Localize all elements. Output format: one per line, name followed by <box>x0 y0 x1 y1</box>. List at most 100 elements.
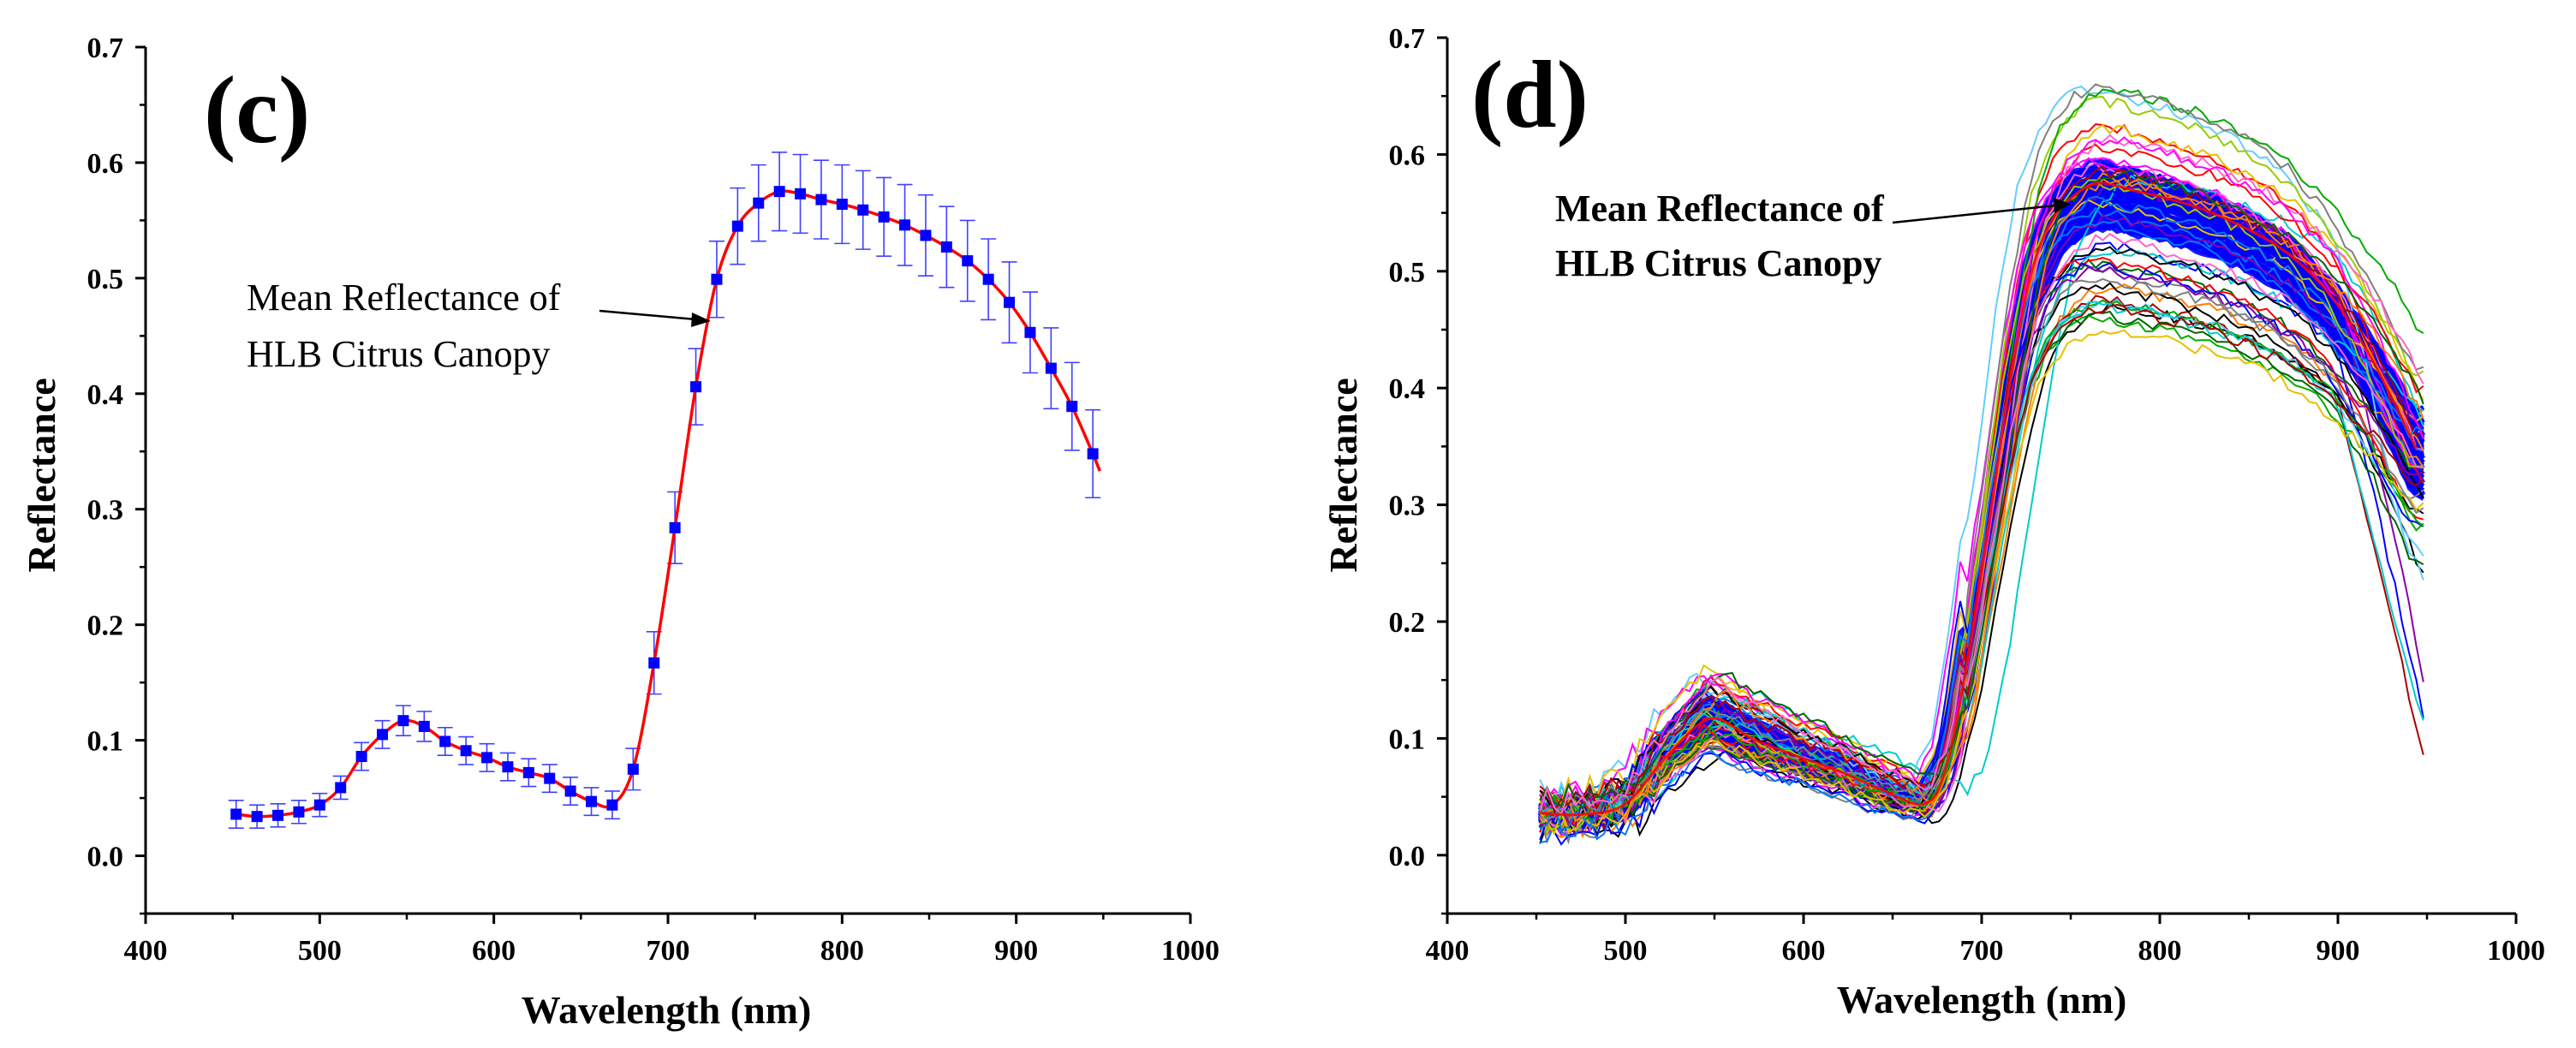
data-point <box>502 761 514 773</box>
panel-d-label: (d) <box>1471 42 1589 148</box>
panel-c-x-tick-label: 400 <box>124 935 168 967</box>
data-point <box>878 211 890 223</box>
data-point <box>1004 296 1016 308</box>
data-point <box>293 806 305 818</box>
panel-d-y-tick-label: 0.5 <box>1389 257 1426 289</box>
data-point <box>230 808 242 820</box>
panel-d-annotation-arrow <box>1892 204 2056 224</box>
data-point <box>1066 401 1078 413</box>
panel-c-chart: (c) 400 500 600 700 800 900 1000 0.0 0.1 0.2 0.3 0.… <box>20 33 1219 1032</box>
panel-d-x-tick-label: 600 <box>1782 935 1826 967</box>
data-point <box>982 273 994 285</box>
panel-d-x-axis-title: Wavelength (nm) <box>1837 978 2127 1021</box>
data-point <box>773 186 785 198</box>
data-point <box>669 521 681 533</box>
panel-d-x-tick-label: 800 <box>2138 935 2182 967</box>
data-point <box>940 241 952 253</box>
data-point <box>1045 362 1057 374</box>
spectrum-line <box>1540 277 2424 820</box>
panel-c-axes: 400 500 600 700 800 900 1000 0.0 0.1 0.2 0.3 0.4 0.5… <box>87 33 1220 967</box>
panel-c-x-tick-label: 800 <box>820 935 864 967</box>
panel-d-annotation: Mean Reflectance of HLB Citrus Canopy <box>1555 188 2071 284</box>
data-point <box>313 799 325 811</box>
data-point <box>544 772 556 784</box>
data-point <box>795 188 807 199</box>
panel-d-plot-area <box>1537 83 2426 846</box>
data-point <box>1024 326 1036 338</box>
panel-d-y-axis-title: Reflectance <box>1321 378 1365 572</box>
panel-d-y-tick-label: 0.1 <box>1389 723 1426 755</box>
data-point <box>962 255 974 267</box>
panel-c-y-tick-label: 0.2 <box>87 610 124 642</box>
panel-c-y-tick-label: 0.6 <box>87 148 124 180</box>
panel-d-x-tick-label: 500 <box>1604 935 1648 967</box>
data-point <box>899 219 911 231</box>
data-point <box>418 720 430 732</box>
panel-d-annotation-line-2: HLB Citrus Canopy <box>1555 242 1881 284</box>
panel-c-x-tick-label: 900 <box>994 935 1038 967</box>
panel-c-annotation-line-2: HLB Citrus Canopy <box>247 333 550 375</box>
data-point <box>377 729 389 741</box>
panel-c-y-tick-label: 0.1 <box>87 726 124 758</box>
spectrum-line <box>1539 85 2424 810</box>
panel-d-axes: 400 500 600 700 800 900 1000 0.0 0.1 0.2 0.3 0.4 0.5… <box>1389 23 2546 967</box>
panel-d-x-tick-label: 700 <box>1960 935 2004 967</box>
panel-d-chart: (d) 400 500 600 700 800 900 1000 0.0 0.1 0.2 0.3 0.… <box>1321 23 2545 1021</box>
data-point <box>335 782 347 794</box>
panel-c-x-tick-label: 500 <box>298 935 342 967</box>
data-point <box>586 795 598 807</box>
panel-c-x-axis-title: Wavelength (nm) <box>522 988 812 1032</box>
panel-d-y-tick-label: 0.2 <box>1389 607 1426 639</box>
panel-c-annotation-line-1: Mean Reflectance of <box>247 277 561 319</box>
spectrum-line <box>1539 172 2424 831</box>
panel-d-y-tick-label: 0.3 <box>1389 491 1426 522</box>
panel-c-x-tick-label: 1000 <box>1161 935 1219 967</box>
panel-d-y-tick-label: 0.0 <box>1389 841 1426 872</box>
data-point <box>355 750 367 762</box>
spectrum-line <box>1539 199 2424 807</box>
panel-d-x-tick-label: 900 <box>2317 935 2360 967</box>
data-point <box>272 809 284 821</box>
panel-c-label: (c) <box>204 57 310 164</box>
panel-c-y-tick-label: 0.5 <box>87 264 124 295</box>
panel-c-annotation: Mean Reflectance of HLB Citrus Canopy <box>247 277 711 375</box>
data-point <box>481 752 493 764</box>
spectrum-line <box>1539 265 2424 828</box>
data-point <box>1087 448 1099 460</box>
data-point <box>627 763 639 775</box>
data-point <box>731 220 743 232</box>
panel-c-y-tick-label: 0.3 <box>87 495 124 527</box>
data-point <box>606 799 618 811</box>
data-point <box>564 785 576 797</box>
panel-c-y-axis-title: Reflectance <box>20 378 63 572</box>
panel-d-x-tick-label: 1000 <box>2487 935 2545 967</box>
spectrum-line <box>1539 177 2424 823</box>
data-point <box>439 735 451 747</box>
spectrum-line <box>1539 257 2424 825</box>
panel-c-y-tick-label: 0.0 <box>87 842 124 873</box>
data-point <box>648 657 660 669</box>
mean-reflectance-line <box>1540 182 2418 817</box>
panel-d-annotation-arrowhead <box>2054 198 2071 213</box>
data-point <box>753 197 765 209</box>
data-point <box>857 204 869 216</box>
panel-d-y-tick-label: 0.4 <box>1389 373 1426 405</box>
data-point <box>690 381 702 393</box>
panel-d-annotation-line-1: Mean Reflectance of <box>1555 188 1885 229</box>
data-point <box>397 715 409 727</box>
data-point <box>522 766 534 778</box>
panel-c-x-tick-label: 700 <box>647 935 690 967</box>
panel-d-y-tick-label: 0.6 <box>1389 140 1426 171</box>
data-point <box>836 199 848 211</box>
panel-c-y-tick-label: 0.4 <box>87 379 124 411</box>
panel-c-annotation-arrowhead <box>691 313 711 327</box>
panel-c-y-tick-label: 0.7 <box>87 33 124 64</box>
panel-d-y-tick-label: 0.7 <box>1389 23 1426 55</box>
data-point <box>815 194 827 205</box>
data-point <box>711 273 723 285</box>
panel-c-annotation-arrow <box>599 309 696 321</box>
panel-d-x-tick-label: 400 <box>1426 935 1470 967</box>
spectrum-line <box>1539 232 2424 816</box>
panel-c-plot-area <box>228 151 1101 829</box>
